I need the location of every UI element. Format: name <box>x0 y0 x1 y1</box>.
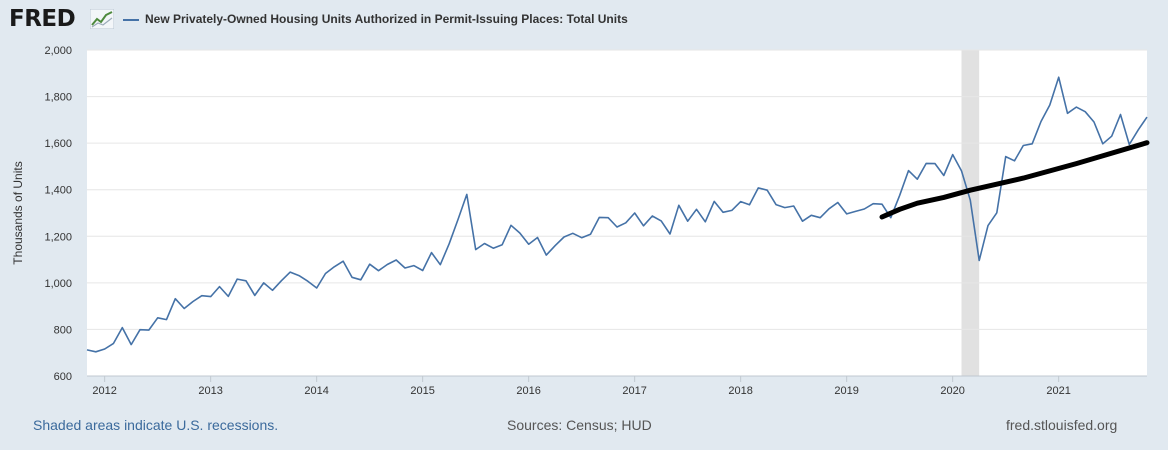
y-axis-label: Thousands of Units <box>11 161 25 264</box>
chart-area: 600 800 1,000 1,200 1,400 1,600 1,800 2,000 201… <box>11 45 1150 397</box>
x-tick-label: 2012 <box>92 385 116 397</box>
x-tick-label: 2019 <box>834 385 858 397</box>
y-tick-label: 1,400 <box>44 185 72 197</box>
legend-label: New Privately-Owned Housing Units Author… <box>145 12 628 26</box>
recession-band <box>961 50 980 376</box>
y-tick-label: 1,000 <box>44 278 72 290</box>
x-tick-label: 2014 <box>304 385 328 397</box>
y-tick-label: 1,200 <box>44 231 72 243</box>
x-tick-label: 2021 <box>1046 385 1070 397</box>
y-tick-label: 1,800 <box>44 92 72 104</box>
plot-background <box>87 50 1147 376</box>
sources-text: Sources: Census; HUD <box>507 417 652 433</box>
x-tick-label: 2018 <box>728 385 752 397</box>
x-tick-label: 2013 <box>198 385 222 397</box>
series-line-total-units <box>86 76 1148 353</box>
x-tick-label: 2015 <box>410 385 434 397</box>
y-tick-label: 2,000 <box>44 45 72 57</box>
y-tick-label: 1,600 <box>44 138 72 150</box>
x-axis-ticks: 2012 2013 2014 2015 2016 2017 2018 2019 2020 2021 <box>92 376 1071 397</box>
chart-header: FRED New Privately-Owned Housing Units A… <box>0 0 1168 40</box>
series-layer <box>86 76 1150 353</box>
fred-logo[interactable]: FRED <box>9 6 76 32</box>
x-tick-label: 2020 <box>940 385 964 397</box>
legend-swatch <box>123 19 139 21</box>
y-tick-label: 800 <box>54 324 72 336</box>
y-axis-ticks: 600 800 1,000 1,200 1,400 1,600 1,800 2,000 <box>44 45 72 383</box>
fred-logo-graph-icon <box>90 9 114 29</box>
x-tick-label: 2017 <box>622 385 646 397</box>
site-link[interactable]: fred.stlouisfed.org <box>1006 417 1118 433</box>
recession-note-link[interactable]: Shaded areas indicate U.S. recessions. <box>33 417 279 433</box>
recession-shading-layer <box>961 50 980 376</box>
y-tick-label: 600 <box>54 371 72 383</box>
trend-line <box>879 140 1150 220</box>
x-tick-label: 2016 <box>516 385 540 397</box>
